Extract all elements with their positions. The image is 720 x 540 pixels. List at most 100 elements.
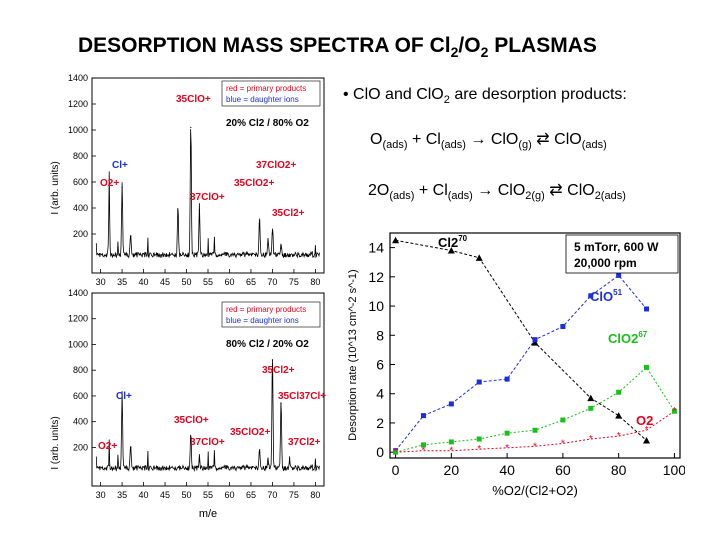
x-tick-label: 60 — [555, 462, 571, 478]
x-tick-label: 75 — [289, 277, 299, 287]
x-tick-label: 50 — [182, 490, 192, 500]
peak-mark — [121, 395, 123, 397]
point-clo2 — [644, 364, 650, 370]
x-tick-label: 40 — [499, 462, 515, 478]
x-tick-label: 45 — [160, 277, 170, 287]
y-tick-label: 1000 — [68, 125, 88, 135]
point-clo2 — [448, 439, 454, 445]
y-tick-label: 800 — [73, 151, 88, 161]
equilibrium-arrow-icon: ⇄ — [544, 182, 563, 199]
point-clo2 — [476, 436, 482, 442]
y-tick-label: 1200 — [68, 99, 88, 109]
series-line-o2 — [395, 410, 675, 453]
point-o2: * — [422, 446, 426, 457]
peak-label-37clo: 37ClO+ — [190, 437, 225, 448]
peak-mark — [198, 460, 201, 463]
point-clo — [616, 272, 622, 278]
y-tick-label: 1000 — [68, 339, 88, 349]
peak-mark — [130, 236, 132, 238]
x-tick-label: 80 — [310, 277, 320, 287]
peak-mark — [258, 451, 261, 454]
point-clo — [504, 376, 510, 382]
point-clo — [420, 413, 426, 419]
point-cl2 — [615, 412, 623, 419]
series-label-cl2: Cl270 — [438, 234, 468, 250]
peak-mark — [258, 220, 261, 222]
series-label-o2: O2 — [636, 413, 653, 428]
x-tick-label: 65 — [246, 277, 256, 287]
point-o2: * — [645, 425, 649, 436]
point-clo — [476, 379, 482, 385]
peak-label-37cl2: 37Cl2+ — [288, 437, 321, 448]
point-clo2 — [532, 427, 538, 433]
x-tick-label: 40 — [139, 490, 149, 500]
equilibrium-arrow-icon: ⇄ — [531, 131, 550, 148]
point-cl2 — [475, 254, 483, 261]
y-tick-label: 1400 — [68, 288, 88, 298]
point-o2: * — [617, 431, 621, 442]
point-cl2 — [392, 236, 400, 244]
bullet-desorption-products: • ClO and ClO2 are desorption products: — [343, 86, 627, 107]
x-tick-label: 40 — [139, 277, 149, 287]
x-tick-label: 100 — [663, 462, 685, 478]
y-tick-label: 200 — [73, 229, 88, 239]
legend-blue: blue = daughter ions — [226, 95, 299, 104]
peak-label-35cl2: 35Cl2+ — [262, 365, 295, 376]
legend-box: red = primary products blue = daughter i… — [221, 301, 321, 328]
condition-label: 20% Cl2 / 80% O2 — [226, 118, 309, 129]
peak-label-35cl2: 35Cl2+ — [272, 208, 305, 219]
y-tick-label: 4 — [376, 386, 384, 402]
x-axis-label: %O2/(Cl2+O2) — [492, 483, 578, 498]
x-tick-label: 70 — [267, 490, 277, 500]
point-clo — [448, 401, 454, 407]
plot-frame — [389, 232, 681, 459]
peak-mark — [130, 446, 132, 448]
y-tick-label: 400 — [73, 417, 88, 427]
y-tick-label: 800 — [73, 365, 88, 375]
legend-red: red = primary products — [226, 305, 306, 314]
point-clo — [588, 293, 594, 299]
spectrum-bottom-chart: I (arb. units) 200400600800100012001400 … — [50, 288, 326, 520]
y-tick-label: 1400 — [68, 73, 88, 83]
series-line-clo — [395, 274, 647, 452]
peak-mark — [190, 126, 192, 128]
peak-mark — [271, 233, 274, 235]
reaction-equation-1: O(ads) + Cl(ads) → ClO(g) ⇄ ClO(ads) — [370, 131, 607, 152]
y-axis-label: I (arb. units) — [50, 161, 61, 214]
point-clo2 — [616, 389, 622, 395]
point-cl2 — [643, 436, 651, 444]
x-tick-label: 55 — [203, 490, 213, 500]
point-clo2 — [588, 405, 594, 411]
peak-label-o2: O2+ — [100, 178, 119, 189]
peak-mark — [198, 210, 201, 212]
y-tick-label: 200 — [73, 442, 88, 452]
x-tick-label: 60 — [224, 277, 234, 287]
y-tick-label: 6 — [376, 356, 384, 372]
y-tick-label: 12 — [368, 269, 384, 285]
point-o2: * — [505, 443, 509, 454]
y-tick-label: 2 — [376, 415, 384, 431]
x-tick-label: 0 — [392, 462, 400, 478]
x-tick-label: 35 — [117, 490, 127, 500]
x-tick-label: 70 — [267, 277, 277, 287]
point-o2: * — [477, 444, 481, 455]
x-tick-label: 80 — [611, 462, 627, 478]
point-cl2 — [587, 394, 595, 402]
x-tick-label: 50 — [182, 277, 192, 287]
x-tick-label: 30 — [96, 277, 106, 287]
x-axis-label: m/e — [199, 508, 217, 520]
legend-red: red = primary products — [226, 84, 306, 93]
series-label-clo2: ClO267 — [608, 330, 648, 346]
peak-label-35clo: 35ClO+ — [176, 94, 211, 105]
peak-mark — [108, 197, 110, 199]
y-tick-label: 0 — [376, 444, 384, 460]
point-clo2 — [671, 408, 677, 414]
slide-title: DESORPTION MASS SPECTRA OF Cl2/O2 PLASMA… — [78, 34, 597, 61]
x-tick-label: 75 — [289, 490, 299, 500]
x-tick-label: 80 — [310, 490, 320, 500]
point-o2: * — [533, 441, 537, 452]
peak-mark — [108, 464, 110, 467]
point-clo — [532, 337, 538, 343]
peak-mark — [280, 403, 282, 405]
peak-label-37clo2: 37ClO2+ — [256, 160, 296, 171]
